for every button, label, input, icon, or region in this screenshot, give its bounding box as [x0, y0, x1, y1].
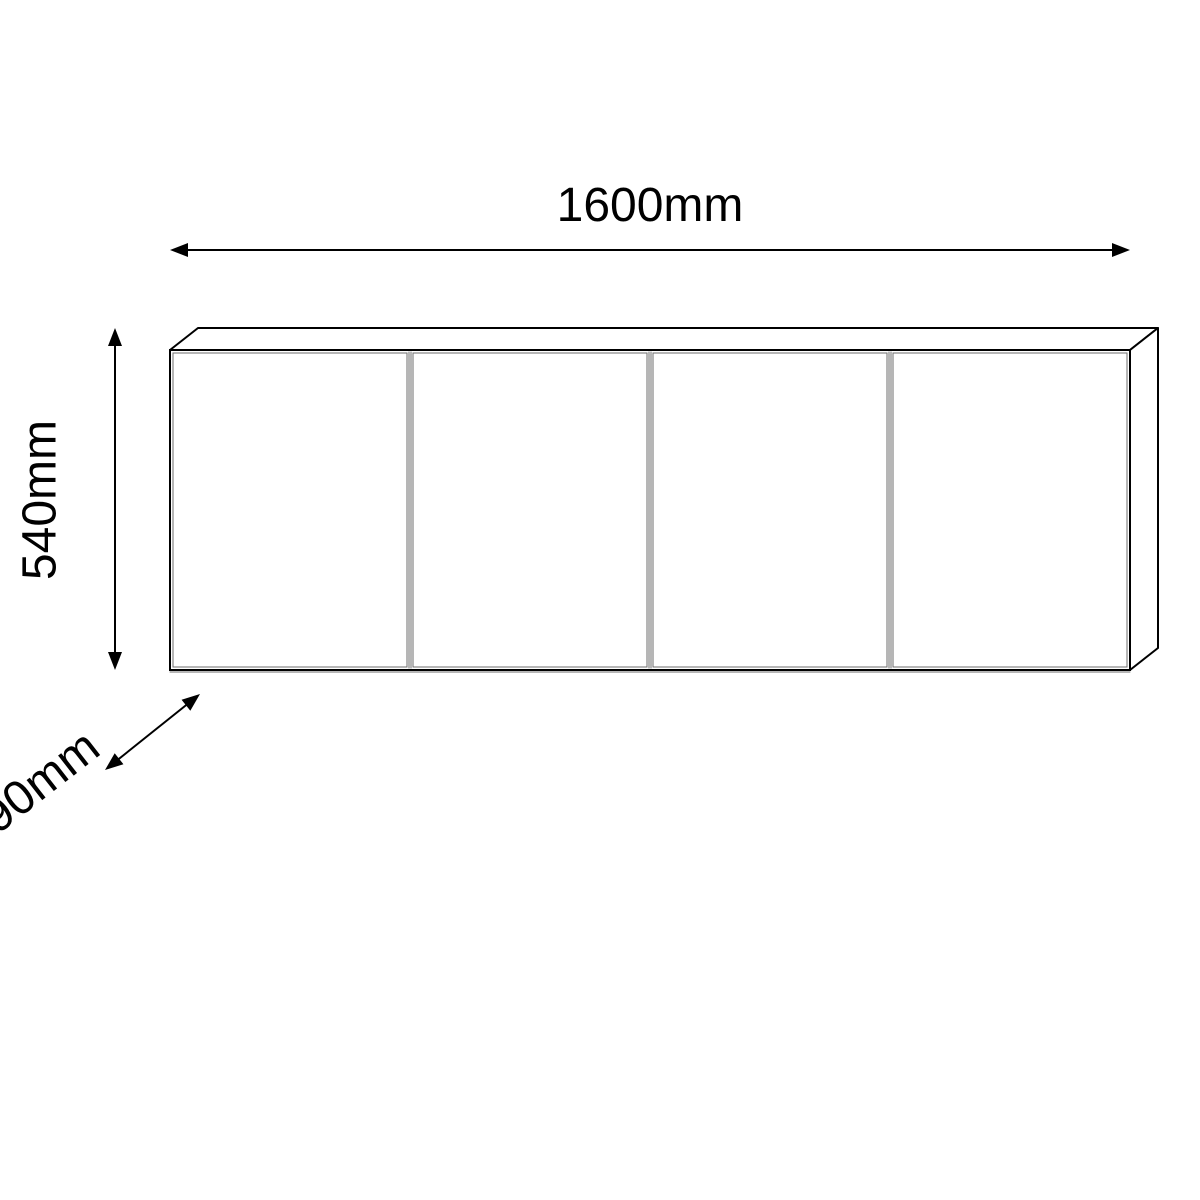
dimension-height-label: 540mm [13, 420, 68, 580]
diagram-stage: 1600mm 540mm 290mm [0, 0, 1200, 1200]
dimension-width-label: 1600mm [557, 178, 744, 233]
